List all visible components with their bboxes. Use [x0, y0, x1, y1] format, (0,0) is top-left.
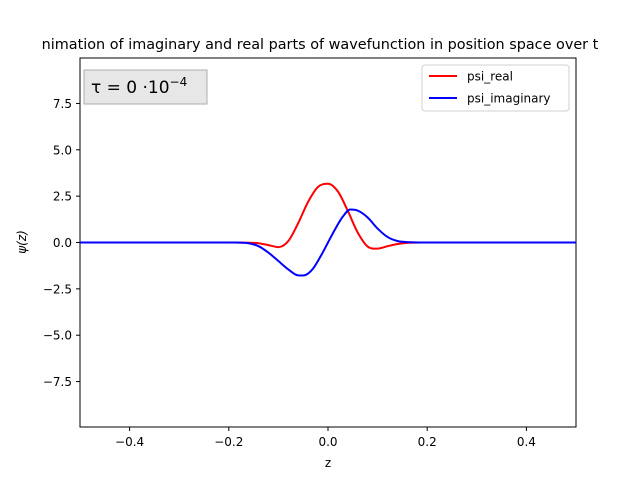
x-axis-label: z	[325, 456, 331, 470]
series-line-psi-real	[80, 182, 576, 250]
x-tick-label: −0.2	[214, 435, 243, 449]
x-axis-ticks: −0.4 −0.2 0.0 0.2 0.4	[115, 427, 536, 449]
legend: psi_real psi_imaginary	[421, 64, 570, 112]
tau-annotation: τ = 0 ·10−4	[83, 69, 208, 105]
legend-label-psi-imaginary: psi_imaginary	[467, 92, 551, 106]
x-tick-label: 0.4	[517, 435, 536, 449]
x-tick-label: 0.2	[418, 435, 437, 449]
series-line-psi-imaginary	[80, 208, 576, 277]
legend-label-psi-real: psi_real	[467, 70, 513, 84]
y-tick-label: −2.5	[43, 282, 72, 296]
tau-annotation-text: τ = 0 ·10	[91, 78, 170, 98]
y-tick-label: −7.5	[43, 375, 72, 389]
y-axis-ticks: −7.5 −5.0 −2.5 0.0 2.5 5.0 7.5	[43, 97, 80, 389]
y-tick-label: 7.5	[53, 97, 72, 111]
chart-title: nimation of imaginary and real parts of …	[42, 37, 599, 53]
y-tick-label: 2.5	[53, 190, 72, 204]
plot-area	[79, 57, 577, 428]
svg-text:τ = 0 ·10−4: τ = 0 ·10−4	[91, 75, 187, 98]
x-tick-label: −0.4	[115, 435, 144, 449]
y-tick-label: 0.0	[53, 236, 72, 250]
y-tick-label: 5.0	[53, 143, 72, 157]
series-layer	[80, 182, 576, 277]
tau-annotation-exponent: −4	[170, 75, 188, 89]
y-axis-label: ψ(z)	[15, 230, 29, 254]
x-tick-label: 0.0	[318, 435, 337, 449]
y-tick-label: −5.0	[43, 329, 72, 343]
